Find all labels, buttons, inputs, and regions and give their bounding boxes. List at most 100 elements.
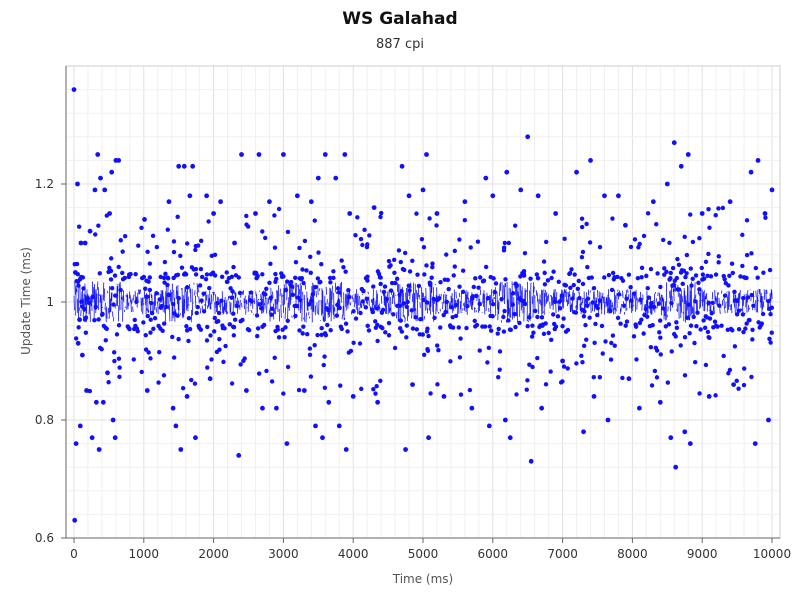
- data-point: [752, 441, 758, 446]
- data-point: [452, 264, 457, 269]
- data-point: [212, 252, 218, 257]
- data-point: [373, 325, 379, 330]
- band-point: [450, 314, 455, 320]
- data-point: [585, 264, 590, 270]
- data-point: [762, 211, 768, 216]
- band-point: [269, 312, 274, 317]
- data-point: [72, 517, 78, 523]
- data-point: [426, 435, 431, 441]
- data-point: [744, 275, 749, 281]
- data-point: [620, 375, 625, 381]
- band-point: [249, 299, 254, 304]
- data-point: [682, 429, 688, 435]
- data-point: [322, 385, 328, 391]
- y-axis-label: Update Time (ms): [19, 247, 33, 355]
- band-point: [399, 289, 404, 294]
- band-point: [669, 300, 674, 306]
- data-point: [254, 275, 259, 281]
- data-point: [682, 335, 688, 340]
- band-point: [148, 317, 153, 322]
- data-point: [101, 323, 107, 329]
- data-point: [468, 245, 473, 250]
- data-point: [748, 169, 754, 175]
- data-point: [546, 330, 551, 336]
- band-point: [313, 284, 318, 290]
- data-point: [727, 367, 733, 373]
- data-point: [741, 329, 746, 335]
- data-point: [76, 224, 82, 229]
- data-point: [363, 275, 369, 281]
- band-point: [294, 303, 300, 309]
- band-point: [582, 309, 587, 314]
- data-point: [375, 338, 380, 344]
- data-point: [424, 263, 429, 268]
- data-point: [107, 268, 112, 274]
- band-point: [118, 287, 123, 293]
- data-point: [592, 340, 597, 345]
- data-point: [457, 237, 462, 242]
- x-tick-label: 9000: [687, 547, 718, 561]
- data-point: [469, 405, 475, 411]
- data-point: [74, 261, 80, 267]
- data-point: [326, 399, 332, 405]
- band-point: [488, 328, 494, 333]
- band-point: [122, 275, 128, 281]
- y-tick-label: 1.2: [35, 177, 54, 191]
- band-point: [335, 286, 341, 291]
- band-point: [602, 275, 607, 280]
- data-point: [75, 181, 80, 187]
- data-point: [319, 261, 324, 267]
- band-point: [444, 299, 449, 305]
- data-point: [749, 251, 754, 256]
- data-point: [96, 447, 102, 452]
- data-point: [750, 327, 755, 332]
- data-point: [623, 323, 628, 328]
- band-point: [501, 314, 506, 320]
- data-point: [602, 193, 607, 199]
- data-point: [263, 235, 268, 241]
- data-point: [741, 382, 747, 388]
- data-point: [584, 221, 589, 227]
- data-point: [176, 163, 182, 169]
- data-point: [93, 232, 98, 237]
- data-point: [178, 253, 183, 259]
- data-point: [675, 256, 680, 262]
- data-point: [92, 187, 98, 193]
- band-point: [626, 272, 632, 277]
- data-point: [504, 169, 510, 175]
- band-point: [426, 333, 431, 339]
- data-point: [674, 275, 680, 281]
- data-point: [111, 350, 117, 355]
- data-point: [507, 435, 513, 441]
- data-point: [486, 423, 492, 429]
- data-point: [716, 254, 721, 259]
- band-point: [184, 324, 189, 329]
- band-point: [108, 277, 114, 282]
- data-point: [98, 175, 103, 181]
- data-point: [560, 379, 565, 384]
- data-point: [406, 193, 412, 199]
- data-point: [147, 261, 153, 266]
- band-point: [282, 334, 287, 340]
- data-point: [485, 360, 490, 365]
- x-tick-label: 0: [70, 547, 78, 561]
- data-point: [156, 323, 161, 329]
- data-point: [755, 158, 761, 163]
- data-point: [97, 345, 103, 351]
- data-point: [648, 266, 654, 272]
- band-point: [315, 332, 320, 338]
- band-point: [568, 285, 573, 290]
- data-point: [483, 175, 489, 181]
- data-point: [631, 334, 637, 339]
- band-point: [93, 304, 98, 310]
- data-point: [763, 215, 768, 220]
- data-point: [193, 435, 198, 441]
- band-point: [402, 267, 407, 273]
- data-point: [218, 199, 223, 205]
- data-point: [139, 225, 144, 230]
- band-point: [216, 310, 222, 316]
- band-point: [587, 315, 592, 320]
- band-point: [151, 326, 156, 332]
- data-point: [655, 271, 660, 276]
- data-point: [522, 250, 528, 256]
